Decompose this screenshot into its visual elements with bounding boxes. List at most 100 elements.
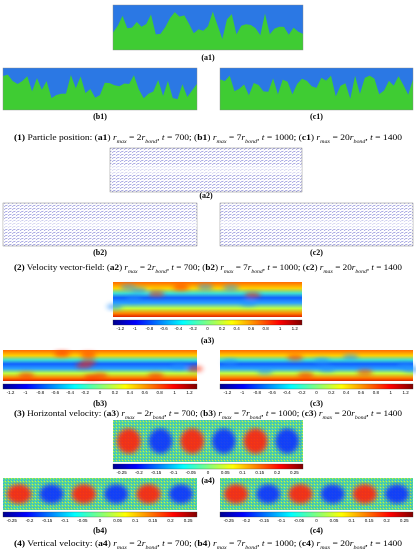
caption-sub: bond [353,140,366,145]
colorbar [2,383,198,390]
caption-text: = 20 [330,539,350,548]
colorbar-tick-label: 0.8 [263,326,270,331]
colorbar-tick-label: 0.2 [112,390,119,395]
vector-band [220,220,413,229]
caption-text: = 1400 [374,263,402,272]
caption-text: = 20 [330,133,350,142]
caption-i: r [241,133,246,142]
field-blob [240,300,257,307]
caption: (3) Horizontal velocity: (a3) rmax = 2 rb… [14,409,402,421]
colorbar-tick-label: -0.1 [278,518,286,523]
colorbar-tick-label: 0.2 [384,518,391,523]
caption-b: b1 [197,133,207,142]
colorbar [219,383,414,390]
colorbar-tick-label: -1.2 [224,390,232,395]
caption-text: Horizontal velocity: ( [25,409,107,418]
caption-i: r [124,263,129,272]
colorbar-tick-label: 0.2 [328,390,335,395]
caption-text: , [257,133,262,142]
caption-sub: bond [251,270,263,275]
caption-text: Velocity vector-field: ( [25,263,111,272]
field-blob [104,484,129,504]
particle-region [220,75,413,110]
colorbar-tick-label: 1.2 [186,390,193,395]
caption-i: r [152,263,157,272]
caption-sub: bond [153,416,165,421]
caption-sub: bond [245,140,258,145]
colorbar-tick-label: -0.15 [151,470,162,475]
caption-sub: bond [355,416,367,421]
colorbar-tick-label: -0.05 [77,518,88,523]
caption-text: Particle position: ( [25,133,98,142]
caption-text: ) [116,409,121,418]
caption-i: r [242,539,247,548]
caption-text: , [157,133,162,142]
caption-sub: max [323,270,333,275]
caption-b: b4 [197,539,207,548]
caption-sub: max [117,546,128,550]
colorbar-tick-label: 0.6 [358,390,365,395]
panel-label: (a1) [201,53,215,62]
caption-b: (2) [14,263,25,272]
caption-text: = 7 [233,263,247,272]
particle-region [3,74,197,110]
caption-sub: bond [250,416,262,421]
colorbar-tick-label: -0.1 [61,518,69,523]
field-texture [116,428,300,454]
caption-b: b2 [205,263,215,272]
caption-text: ) [108,539,114,548]
colorbar-tick-label: 0.15 [255,470,264,475]
caption-sub: max [320,546,331,550]
colorbar-tick-label: -0.2 [189,326,197,331]
field-texture [224,484,409,504]
colorbar [2,511,198,518]
vector-band [110,165,302,175]
caption-sub: max [224,270,234,275]
caption-text: ) [213,409,218,418]
field-blob [224,484,249,504]
caption-text: = 2 [138,263,152,272]
field-blob [197,284,214,291]
field-blob [71,484,96,504]
caption-sub: max [117,140,128,145]
colorbar-tick-label: 1.2 [402,390,409,395]
colorbar-tick-label: 0.1 [239,470,246,475]
colorbar-tick-label: -0.2 [298,390,306,395]
colorbar-tick-label: -0.2 [81,390,89,395]
caption-sub: max [222,416,233,421]
caption-text: = 7 [227,133,242,142]
colorbar-tick-label: 0.6 [248,326,255,331]
caption-text: = 1000; ( [268,409,305,418]
field-blob [222,284,239,291]
colorbar-tick-label: 0.4 [343,390,350,395]
colorbar-tick-label: -0.6 [51,390,59,395]
caption: (1) Particle position: (a1) rmax = 2 rbon… [14,133,402,145]
field-blob [125,295,142,302]
panel-label: (a3) [201,336,215,345]
panel-label: (c4) [310,526,323,535]
colorbar-tick-label: 0.15 [365,518,374,523]
caption-sub: bond [155,270,167,275]
field-blob [75,362,92,369]
colorbar-tick-label: 0.1 [132,518,139,523]
colorbar-tick-label: 0 [207,470,210,475]
caption-text: = 2 [127,133,142,142]
caption-i: t [370,539,374,548]
caption-i: r [218,409,223,418]
caption-text: ) [314,263,319,272]
caption-text: , [257,539,262,548]
field-blob [148,290,165,297]
colorbar-tick-label: -0.15 [42,518,53,523]
colorbar-tick-label: -0.4 [66,390,74,395]
caption: (4) Vertical velocity: (a4) rmax = 2 rbon… [14,539,402,550]
caption-i: r [316,133,321,142]
field-blob [168,484,193,504]
colorbar-tick-label: 0 [206,326,209,331]
panel-label: (a2) [199,191,213,200]
field-blob [352,484,377,504]
caption-text: Vertical velocity: ( [25,539,98,548]
caption-text: , [365,133,370,142]
caption-i: r [149,409,154,418]
caption-i: r [352,263,357,272]
